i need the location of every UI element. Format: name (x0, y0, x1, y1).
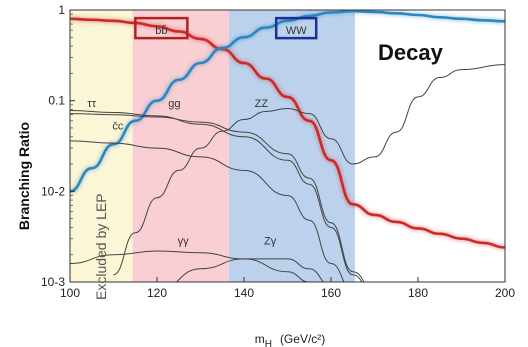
y-tick-label-1: 10-2 (41, 184, 65, 198)
x-tick-label-2: 140 (234, 286, 254, 300)
series-label-0: bb̄ (155, 24, 167, 37)
series-line-0 (70, 17, 505, 249)
lep-exclusion-label: Excluded by LEP (93, 193, 109, 300)
y-tick-label-2: 0.1 (48, 94, 65, 108)
series-label-5: ZZ (255, 98, 269, 110)
series-label-1: WW (286, 25, 307, 37)
x-tick-label-0: 100 (60, 286, 80, 300)
series-lines (70, 10, 505, 282)
x-axis-title-sub: H (265, 339, 272, 347)
series-line-5 (113, 64, 505, 276)
series-label-box-0 (134, 16, 189, 40)
x-axis-title-unit: (GeV/c²) (280, 332, 325, 346)
x-tick-label-5: 200 (495, 286, 515, 300)
band-2 (228, 10, 355, 282)
x-axis-title: mH (GeV/c²) (255, 332, 326, 347)
x-tick-label-1: 120 (147, 286, 167, 300)
series-label-2: ττ (87, 98, 96, 110)
series-label-7: Zγ (264, 235, 277, 247)
y-tick-label-3: 1 (58, 3, 65, 17)
y-tick-label-0: 10-3 (41, 275, 65, 289)
series-line-7 (175, 258, 325, 282)
series-line-3 (70, 113, 365, 282)
y-axis-ticks: 10-3 10-2 0.1 1 (41, 3, 75, 289)
plot-frame (69, 9, 506, 283)
series-line-4 (70, 140, 345, 282)
y-axis-title: Branching Ratio (16, 122, 32, 230)
x-tick-label-3: 160 (321, 286, 341, 300)
decay-annotation: Decay (378, 40, 444, 65)
series-label-3: gg (168, 98, 180, 110)
series-line-2 (70, 110, 363, 282)
band-0 (70, 10, 133, 282)
series-label-6: γγ (178, 235, 190, 247)
series-label-4: c̄c (112, 121, 124, 133)
curve-labels: bb̄ WW ττ gg c̄c ZZ γγ Zγ (87, 16, 318, 247)
x-axis-ticks: 100 120 140 160 180 200 (60, 277, 515, 300)
series-label-box-1 (274, 16, 318, 40)
x-tick-label-4: 180 (408, 286, 428, 300)
x-axis-title-main: m (255, 332, 265, 346)
